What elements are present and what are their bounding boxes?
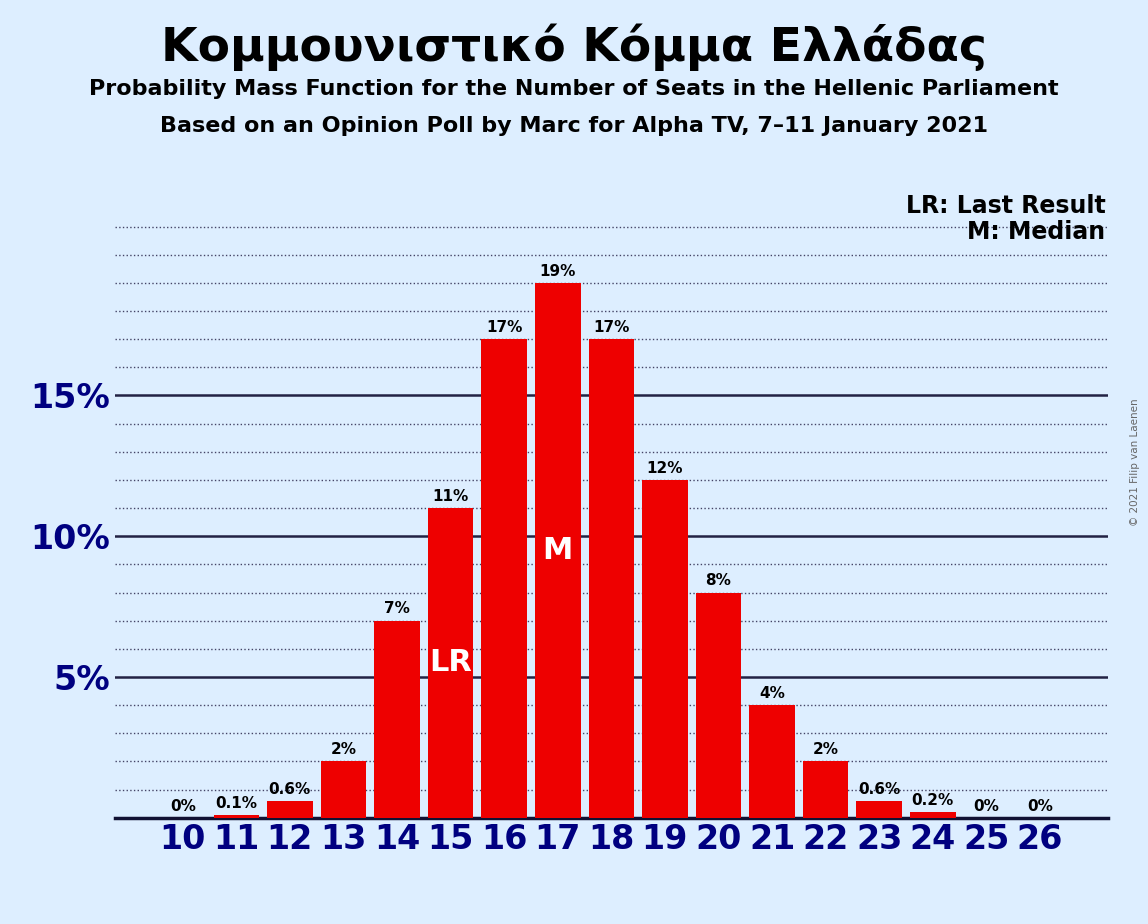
Text: 0%: 0% [170,798,195,813]
Text: 17%: 17% [594,320,629,335]
Text: 7%: 7% [385,602,410,616]
Text: 0.2%: 0.2% [912,793,954,808]
Bar [696,592,742,818]
Bar [320,761,366,818]
Text: Based on an Opinion Poll by Marc for Alpha TV, 7–11 January 2021: Based on an Opinion Poll by Marc for Alp… [160,116,988,136]
Text: 4%: 4% [759,686,785,701]
Text: 11%: 11% [433,489,468,504]
Text: Probability Mass Function for the Number of Seats in the Hellenic Parliament: Probability Mass Function for the Number… [90,79,1058,99]
Text: M: M [543,536,573,565]
Bar [374,621,420,818]
Bar [535,283,581,818]
Text: 0%: 0% [1027,798,1053,813]
Text: 8%: 8% [706,573,731,589]
Bar [856,801,902,818]
Text: 17%: 17% [486,320,522,335]
Text: © 2021 Filip van Laenen: © 2021 Filip van Laenen [1130,398,1140,526]
Text: LR: Last Result: LR: Last Result [906,194,1106,218]
Bar [910,812,955,818]
Text: 0.6%: 0.6% [269,782,311,796]
Bar [802,761,848,818]
Text: 0.6%: 0.6% [858,782,900,796]
Text: LR: LR [429,649,472,677]
Text: 12%: 12% [646,461,683,476]
Bar [481,339,527,818]
Text: 0.1%: 0.1% [216,796,257,810]
Text: 2%: 2% [331,742,356,758]
Text: M: Median: M: Median [968,220,1106,244]
Text: 0%: 0% [974,798,999,813]
Bar [589,339,634,818]
Bar [214,815,259,818]
Text: 2%: 2% [813,742,838,758]
Text: Κομμουνιστικό Κόμμα Ελλάδας: Κομμουνιστικό Κόμμα Ελλάδας [161,23,987,70]
Text: 19%: 19% [540,263,576,279]
Bar [642,480,688,818]
Bar [267,801,312,818]
Bar [428,508,473,818]
Bar [750,705,794,818]
